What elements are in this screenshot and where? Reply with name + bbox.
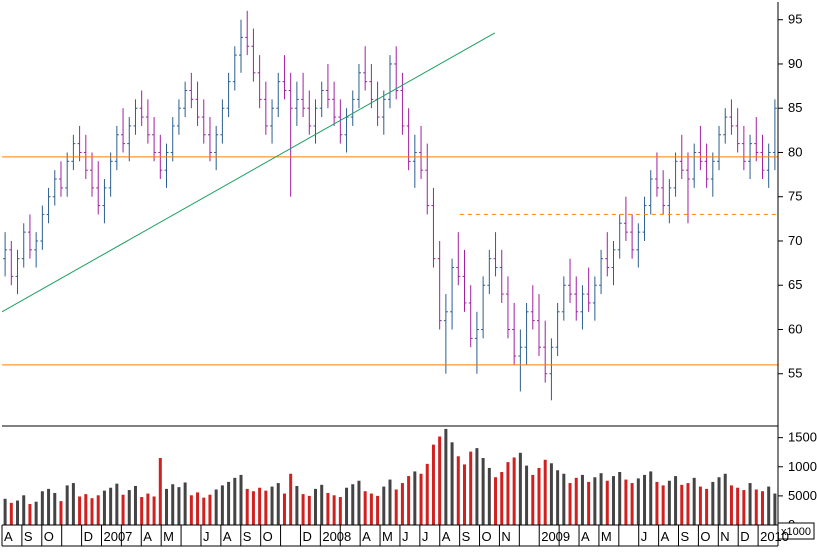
svg-text:J: J: [203, 529, 210, 544]
svg-text:2010: 2010: [760, 529, 789, 544]
svg-text:M: M: [163, 529, 174, 544]
svg-text:A: A: [442, 529, 451, 544]
svg-text:95: 95: [788, 12, 802, 27]
svg-text:85: 85: [788, 100, 802, 115]
svg-text:A: A: [581, 529, 590, 544]
svg-text:70: 70: [788, 233, 802, 248]
svg-text:60: 60: [788, 321, 802, 336]
chart-svg: 556065707580859095050001000015000x1000AS…: [0, 0, 817, 555]
svg-text:75: 75: [788, 189, 802, 204]
svg-text:M: M: [382, 529, 393, 544]
svg-text:2009: 2009: [541, 529, 570, 544]
svg-text:A: A: [143, 529, 152, 544]
svg-text:2007: 2007: [103, 529, 132, 544]
svg-text:A: A: [362, 529, 371, 544]
svg-text:5000: 5000: [788, 488, 817, 503]
svg-text:O: O: [482, 529, 492, 544]
svg-text:90: 90: [788, 56, 802, 71]
svg-text:A: A: [223, 529, 232, 544]
svg-text:O: O: [263, 529, 273, 544]
svg-text:M: M: [601, 529, 612, 544]
svg-text:80: 80: [788, 144, 802, 159]
svg-text:D: D: [84, 529, 93, 544]
svg-text:10000: 10000: [788, 459, 817, 474]
svg-text:A: A: [4, 529, 13, 544]
svg-text:A: A: [661, 529, 670, 544]
svg-text:J: J: [641, 529, 648, 544]
svg-text:D: D: [740, 529, 749, 544]
svg-text:2008: 2008: [322, 529, 351, 544]
svg-text:65: 65: [788, 277, 802, 292]
svg-text:N: N: [720, 529, 729, 544]
svg-text:15000: 15000: [788, 430, 817, 445]
svg-text:J: J: [422, 529, 429, 544]
svg-text:N: N: [501, 529, 510, 544]
svg-text:S: S: [24, 529, 33, 544]
svg-text:O: O: [700, 529, 710, 544]
svg-text:S: S: [243, 529, 252, 544]
svg-text:O: O: [44, 529, 54, 544]
svg-text:55: 55: [788, 366, 802, 381]
stock-chart: 556065707580859095050001000015000x1000AS…: [0, 0, 817, 555]
svg-text:D: D: [302, 529, 311, 544]
svg-text:S: S: [462, 529, 471, 544]
svg-text:J: J: [402, 529, 409, 544]
svg-text:S: S: [681, 529, 690, 544]
